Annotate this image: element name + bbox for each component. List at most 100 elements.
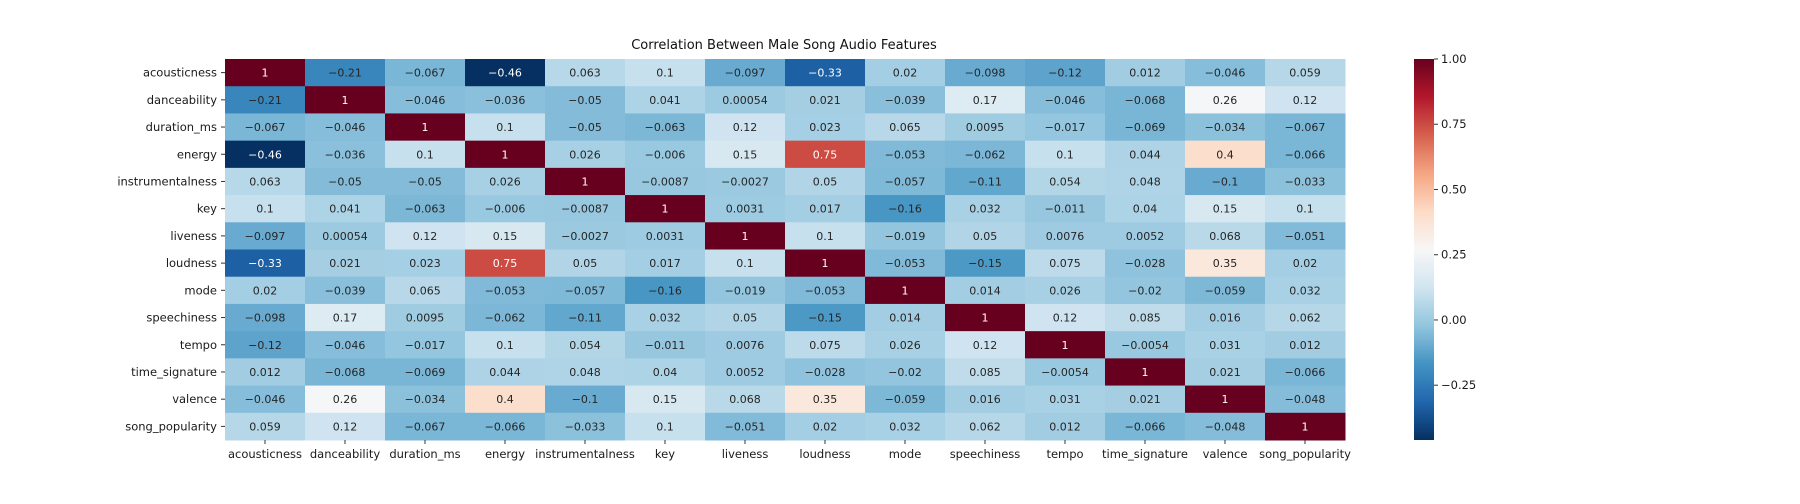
heatmap-cell [865, 86, 946, 114]
heatmap-cell [705, 167, 786, 196]
heatmap-cell [305, 358, 386, 387]
cell-value-label: 0.0095 [406, 312, 445, 325]
heatmap-cell [305, 249, 386, 278]
cell-value-label: −0.098 [245, 312, 286, 325]
cell-value-label: 0.026 [889, 339, 921, 352]
heatmap-cell [465, 303, 546, 332]
cell-value-label: 0.0095 [966, 121, 1005, 134]
heatmap-cell [1105, 222, 1186, 250]
cell-value-label: 0.04 [653, 366, 678, 379]
cell-value-label: −0.097 [245, 230, 286, 243]
cell-value-label: 0.02 [253, 284, 278, 297]
heatmap-cell [225, 412, 306, 441]
heatmap-cell [785, 86, 866, 114]
heatmap-cell [305, 412, 386, 441]
heatmap-cell [225, 140, 306, 169]
cell-value-label: −0.05 [568, 121, 602, 134]
heatmap-cell [225, 195, 306, 223]
cell-value-label: 0.068 [1209, 230, 1241, 243]
heatmap-cell [1025, 59, 1106, 87]
cell-value-label: −0.053 [485, 284, 526, 297]
heatmap-cell [545, 303, 626, 332]
heatmap-cell [1265, 276, 1346, 305]
cell-value-label: 0.1 [816, 230, 834, 243]
heatmap-cell [1105, 59, 1186, 87]
colorbar-tick-label: 0.75 [1441, 117, 1467, 131]
heatmap-cell [465, 59, 546, 87]
cell-value-label: 0.1 [736, 257, 754, 270]
heatmap-cell [1265, 303, 1346, 332]
cell-value-label: 0.065 [889, 121, 921, 134]
y-tick-label: tempo [180, 338, 217, 352]
heatmap-cell [465, 113, 546, 142]
cell-value-label: 0.15 [733, 148, 758, 161]
cell-value-label: 0.059 [1289, 67, 1321, 80]
cell-value-label: 0.012 [1049, 420, 1081, 433]
cell-value-label: 0.0031 [726, 203, 765, 216]
cell-value-label: 0.075 [1049, 257, 1081, 270]
x-tick-label: duration_ms [389, 447, 460, 461]
heatmap-cell [1185, 303, 1266, 332]
heatmap-cell [1025, 167, 1106, 196]
cell-value-label: 0.063 [569, 67, 601, 80]
cell-value-label: 0.12 [733, 121, 758, 134]
cell-value-label: −0.066 [485, 420, 526, 433]
heatmap-cell [625, 412, 706, 441]
heatmap-cell [865, 303, 946, 332]
x-tick-label: energy [485, 447, 525, 461]
heatmap-cell [945, 113, 1026, 142]
cell-value-label: 0.0076 [1046, 230, 1085, 243]
heatmap-cell [1105, 303, 1186, 332]
heatmap-cells: 1 −0.21 −0.067 −0.46 0.063 0.1 −0.097 −0.33 0.02… [225, 59, 1346, 441]
cell-value-label: 0.00054 [722, 94, 768, 107]
cell-value-label: 1 [662, 203, 669, 216]
heatmap-cell [705, 249, 786, 278]
cell-value-label: −0.067 [245, 121, 286, 134]
cell-value-label: 0.085 [969, 366, 1001, 379]
heatmap-cell [1105, 412, 1186, 441]
cell-value-label: −0.1 [1212, 175, 1239, 188]
colorbar-tick-label: 1.00 [1441, 52, 1467, 66]
cell-value-label: 0.068 [729, 393, 761, 406]
heatmap-cell [945, 195, 1026, 223]
heatmap-cell [305, 385, 386, 414]
cell-value-label: −0.046 [405, 94, 446, 107]
cell-value-label: −0.059 [885, 393, 926, 406]
cell-value-label: 0.062 [1289, 312, 1321, 325]
heatmap-cell [465, 358, 546, 387]
cell-value-label: −0.034 [405, 393, 446, 406]
heatmap-cell [1025, 195, 1106, 223]
cell-value-label: 0.05 [813, 175, 838, 188]
heatmap-cell [305, 140, 386, 169]
cell-value-label: 1 [902, 284, 909, 297]
heatmap-cell [1185, 276, 1266, 305]
cell-value-label: 0.062 [969, 420, 1001, 433]
heatmap-cell [385, 385, 466, 414]
cell-value-label: 1 [422, 121, 429, 134]
x-tick-label: key [655, 447, 675, 461]
cell-value-label: −0.039 [325, 284, 366, 297]
x-tick-labels: acousticness danceability duration_ms energ… [228, 440, 1351, 461]
cell-value-label: −0.0054 [1041, 366, 1089, 379]
y-tick-label: key [197, 202, 217, 216]
heatmap-cell [945, 276, 1026, 305]
cell-value-label: 0.023 [409, 257, 441, 270]
heatmap-cell [1185, 113, 1266, 142]
cell-value-label: −0.053 [885, 148, 926, 161]
heatmap-cell [385, 276, 466, 305]
heatmap-cell [945, 140, 1026, 169]
cell-value-label: 0.15 [1213, 203, 1238, 216]
heatmap-cell [385, 59, 466, 87]
heatmap-cell [225, 167, 306, 196]
heatmap-cell [865, 276, 946, 305]
cell-value-label: −0.017 [1045, 121, 1086, 134]
x-tick-label: instrumentalness [535, 447, 635, 461]
cell-value-label: 0.063 [249, 175, 281, 188]
heatmap-cell [1105, 331, 1186, 359]
heatmap-cell [945, 303, 1026, 332]
cell-value-label: −0.033 [565, 420, 606, 433]
heatmap-cell [785, 249, 866, 278]
cell-value-label: 0.26 [1213, 94, 1238, 107]
cell-value-label: −0.036 [485, 94, 526, 107]
